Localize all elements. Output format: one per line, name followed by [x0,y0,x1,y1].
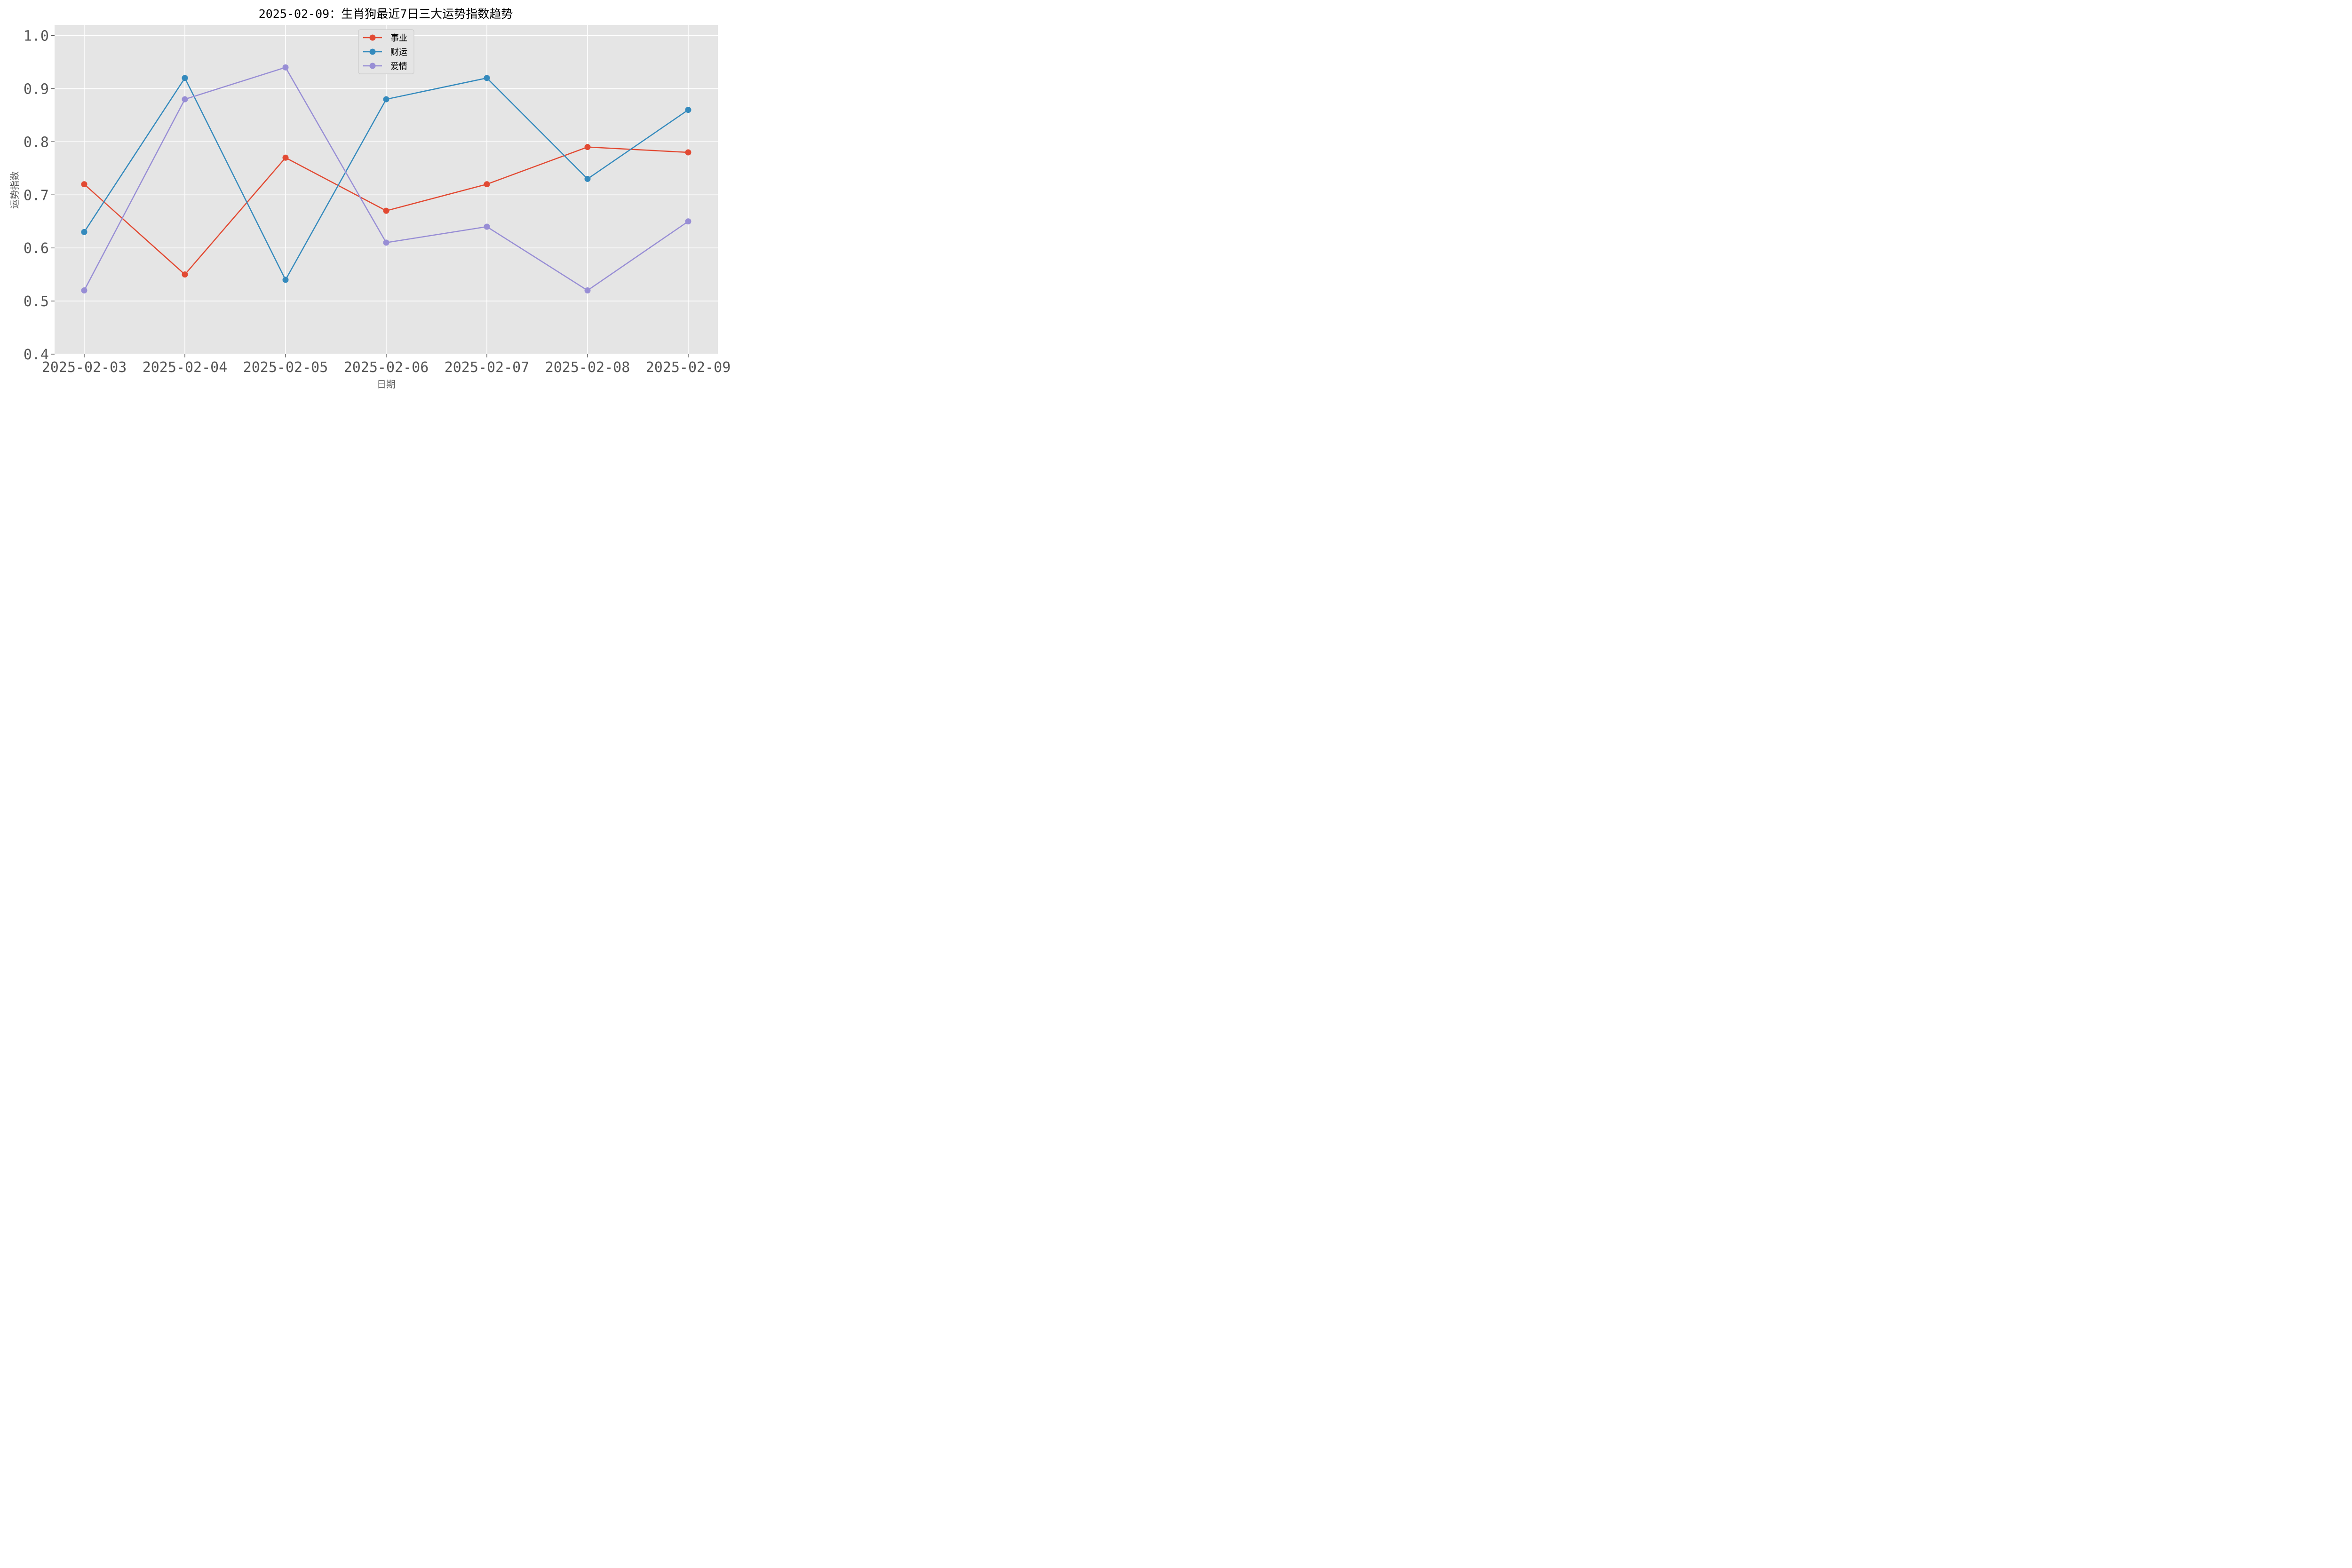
x-tick-label: 2025-02-03 [42,359,127,376]
legend-marker [369,63,376,69]
series-group [81,64,691,294]
data-point [584,287,591,294]
x-axis-label: 日期 [377,379,396,390]
legend-marker [369,34,376,41]
legend-label: 事业 [390,33,407,43]
x-tick-label: 2025-02-08 [545,359,630,376]
data-point [81,229,87,235]
line-chart: 2025-02-09：生肖狗最近7日三大运势指数趋势 0.40.50.60.70… [9,7,731,390]
x-tick-label: 2025-02-04 [143,359,228,376]
data-point [484,181,490,188]
x-tick-label: 2025-02-06 [344,359,429,376]
chart-title: 2025-02-09：生肖狗最近7日三大运势指数趋势 [259,7,513,21]
data-point [182,271,188,278]
legend-item: 财运 [363,48,407,57]
data-point [81,181,87,188]
data-point [182,75,188,81]
data-point [484,75,490,81]
y-tick-label: 0.7 [24,187,49,204]
data-point [282,64,289,71]
data-point [685,149,691,156]
y-tick-label: 0.6 [24,240,49,257]
legend-marker [369,48,376,55]
data-point [81,287,87,294]
y-tick-label: 0.8 [24,134,49,150]
y-tick-label: 1.0 [24,28,49,45]
legend-item: 爱情 [363,62,407,71]
x-axis: 2025-02-03 2025-02-04 2025-02-05 2025-02-06… [42,354,731,376]
y-axis-label: 运势指数 [9,171,20,209]
legend-box [358,29,414,74]
data-point [685,107,691,113]
data-point [182,96,188,103]
data-point [685,218,691,225]
data-point [383,207,389,214]
data-point [383,96,389,103]
data-point [282,277,289,283]
y-tick-label: 0.4 [24,347,49,363]
data-point [584,144,591,150]
data-point [383,239,389,246]
legend-label: 财运 [390,48,407,57]
data-point [584,175,591,182]
x-tick-label: 2025-02-09 [646,359,731,376]
series-2 [81,75,691,283]
legend-item: 事业 [363,33,407,43]
legend-label: 爱情 [390,62,407,71]
data-point [484,223,490,230]
x-tick-label: 2025-02-07 [445,359,530,376]
y-tick-label: 0.9 [24,81,49,97]
y-tick-label: 0.5 [24,293,49,310]
data-point [282,154,289,161]
series-1 [81,144,691,278]
series-3 [81,64,691,294]
x-tick-label: 2025-02-05 [243,359,328,376]
y-axis: 0.4 0.5 0.6 0.7 0.8 0.9 1.0 [24,28,55,363]
